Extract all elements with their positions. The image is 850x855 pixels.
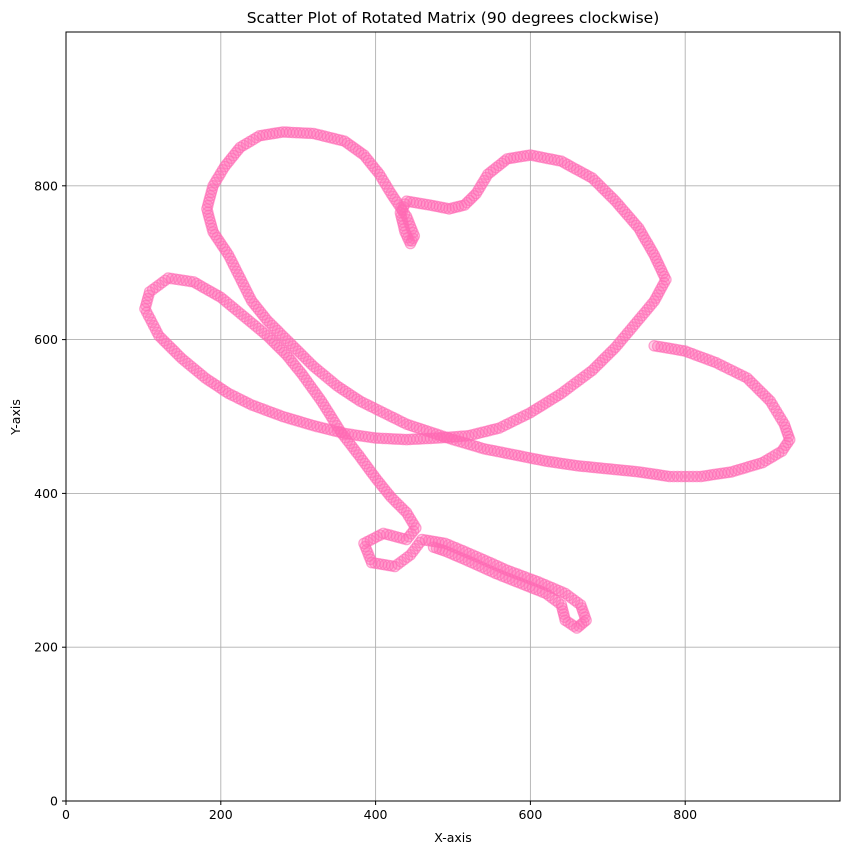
data-point [763,452,775,465]
x-tick-label: 0 [62,807,70,822]
y-axis-label: Y-axis [8,399,23,436]
data-point [237,139,250,152]
y-tick-label: 600 [34,332,58,347]
data-points [139,126,796,634]
data-point [474,181,486,193]
y-tick-label: 0 [50,794,58,809]
data-point [427,541,440,553]
data-point [240,137,253,150]
data-point [772,447,785,459]
data-point [184,275,196,288]
data-point [207,180,219,192]
x-axis-label: X-axis [434,830,472,845]
grid [65,32,840,802]
data-point [213,170,225,182]
data-point [759,454,772,467]
data-point [694,470,707,483]
x-tick-label: 800 [673,807,697,822]
data-point [472,184,484,197]
x-tick-label: 200 [209,807,233,822]
data-point [478,174,490,187]
data-point [671,470,684,483]
data-point [373,168,386,181]
plot-frame [65,31,841,802]
data-point [683,470,695,483]
y-tick-label: 800 [34,178,58,193]
data-point [379,178,392,190]
y-tick-label: 200 [34,640,58,655]
x-tick-label: 400 [364,807,388,822]
data-point [215,167,227,179]
data-point [375,171,388,184]
y-tick-label: 400 [34,486,58,501]
data-point [381,181,393,193]
data-point [209,176,221,189]
chart-title: Scatter Plot of Rotated Matrix (90 degre… [247,9,660,27]
x-tick-label: 600 [518,807,542,822]
axis-ticks: 0 200 400 600 800 0 200 400 600 800 [34,178,697,822]
